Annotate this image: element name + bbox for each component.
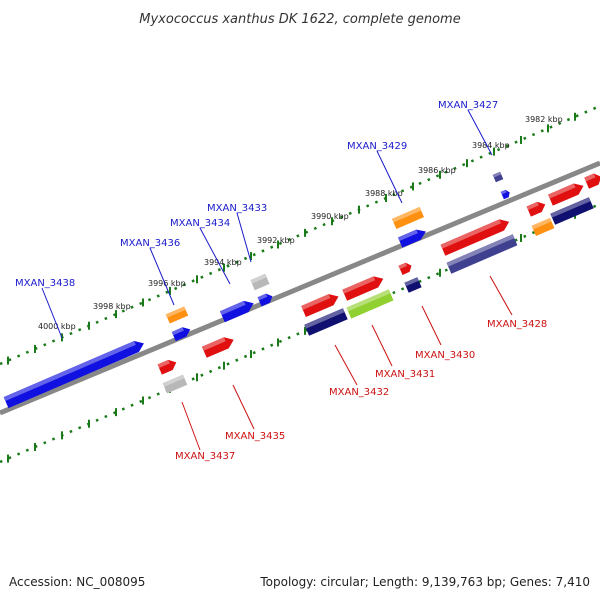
feature-mxan-3432a[interactable]	[301, 294, 339, 317]
gene-label-mxan-3436[interactable]: MXAN_3436	[120, 238, 180, 249]
feature-mxan-3430b-highlight	[404, 277, 419, 287]
genome-backbone	[0, 160, 600, 416]
scale-label: 3996 kbp	[148, 279, 186, 288]
feature-mxan-3437b-highlight	[162, 374, 185, 387]
feature-mxan-3428a-highlight	[440, 219, 501, 249]
gene-label-mxan-3430[interactable]: MXAN_3430	[415, 350, 475, 361]
scale-label: 3982 kbp	[525, 115, 563, 124]
scale-label: 4000 kbp	[38, 322, 76, 331]
forward-gene-labels: MXAN_3438 MXAN_3436 MXAN_3434 MXAN_3433 …	[15, 100, 498, 339]
scale-label: 3988 kbp	[365, 189, 403, 198]
feature-mxan-3428a[interactable]	[440, 219, 510, 256]
feature-mxan-3430a-highlight	[398, 262, 408, 269]
feature-mxan-3427f-highlight	[550, 197, 591, 218]
feature-mxan-3433a-highlight	[250, 273, 267, 284]
feature-mxan-3432a-highlight	[301, 294, 331, 310]
feature-mxan-3434-highlight	[220, 300, 246, 316]
feature-mxan-3436a-highlight	[165, 306, 186, 318]
scale-label: 3984 kbp	[472, 141, 510, 150]
gene-label-mxan-3434[interactable]: MXAN_3434	[170, 218, 230, 229]
gene-label-mxan-3428[interactable]: MXAN_3428	[487, 319, 547, 330]
gene-label-mxan-3433[interactable]: MXAN_3433	[207, 203, 267, 214]
map-title: Myxococcus xanthus DK 1622, complete gen…	[139, 12, 460, 27]
feature-mxan-3427c-highlight	[526, 201, 539, 210]
scale-label: 3990 kbp	[311, 212, 349, 221]
feature-mxan-3427e-highlight	[531, 218, 552, 230]
feature-mxan-3432b-highlight	[304, 308, 345, 329]
feature-mxan-3435-highlight	[201, 337, 226, 351]
feature-mxan-3431a-highlight	[342, 276, 376, 294]
feature-mxan-3434[interactable]	[220, 300, 254, 323]
gene-features	[3, 171, 600, 409]
topology-text: Topology: circular; Length: 9,139,763 bp…	[259, 575, 590, 589]
gene-label-mxan-3429[interactable]: MXAN_3429	[347, 141, 407, 152]
gene-label-mxan-3438[interactable]: MXAN_3438	[15, 278, 75, 289]
feature-mxan-3427a-highlight	[492, 171, 502, 178]
gene-label-mxan-3435[interactable]: MXAN_3435	[225, 431, 285, 442]
feature-mxan-3429b[interactable]	[398, 229, 426, 248]
gene-label-mxan-3437[interactable]: MXAN_3437	[175, 451, 235, 462]
feature-mxan-3427b-highlight	[500, 189, 507, 195]
feature-mxan-3436b-highlight	[171, 327, 184, 336]
accession-text: Accession: NC_008095	[9, 575, 145, 589]
feature-mxan-3433b-highlight	[257, 293, 268, 301]
gene-label-mxan-3431[interactable]: MXAN_3431	[375, 369, 435, 380]
scale-label: 3998 kbp	[93, 302, 131, 311]
scale-label: 3994 kbp	[204, 258, 242, 267]
feature-mxan-3437a-highlight	[157, 359, 170, 368]
feature-mxan-3427d-highlight	[548, 183, 576, 199]
gene-label-mxan-3432[interactable]: MXAN_3432	[329, 387, 389, 398]
feature-mxan-3429b-highlight	[398, 229, 418, 241]
feature-mxan-3431a[interactable]	[342, 276, 384, 301]
scale-label: 3992 kbp	[257, 236, 295, 245]
feature-mxan-3429a-highlight	[392, 207, 422, 223]
feature-mxan-3435[interactable]	[201, 337, 234, 358]
feature-mxan-3427d[interactable]	[548, 183, 584, 206]
feature-mxan-3438[interactable]	[3, 341, 144, 409]
scale-ticks	[7, 112, 576, 463]
reverse-gene-labels: MXAN_3437 MXAN_3435 MXAN_3432 MXAN_3431 …	[175, 275, 547, 462]
feature-mxan-3427g-highlight	[584, 173, 596, 182]
scale-label: 3986 kbp	[418, 166, 456, 175]
feature-mxan-3431b-highlight	[346, 289, 391, 312]
gene-label-mxan-3427[interactable]: MXAN_3427	[438, 100, 498, 111]
feature-mxan-3438-highlight	[3, 341, 136, 401]
feature-mxan-3428b-highlight	[446, 234, 515, 267]
